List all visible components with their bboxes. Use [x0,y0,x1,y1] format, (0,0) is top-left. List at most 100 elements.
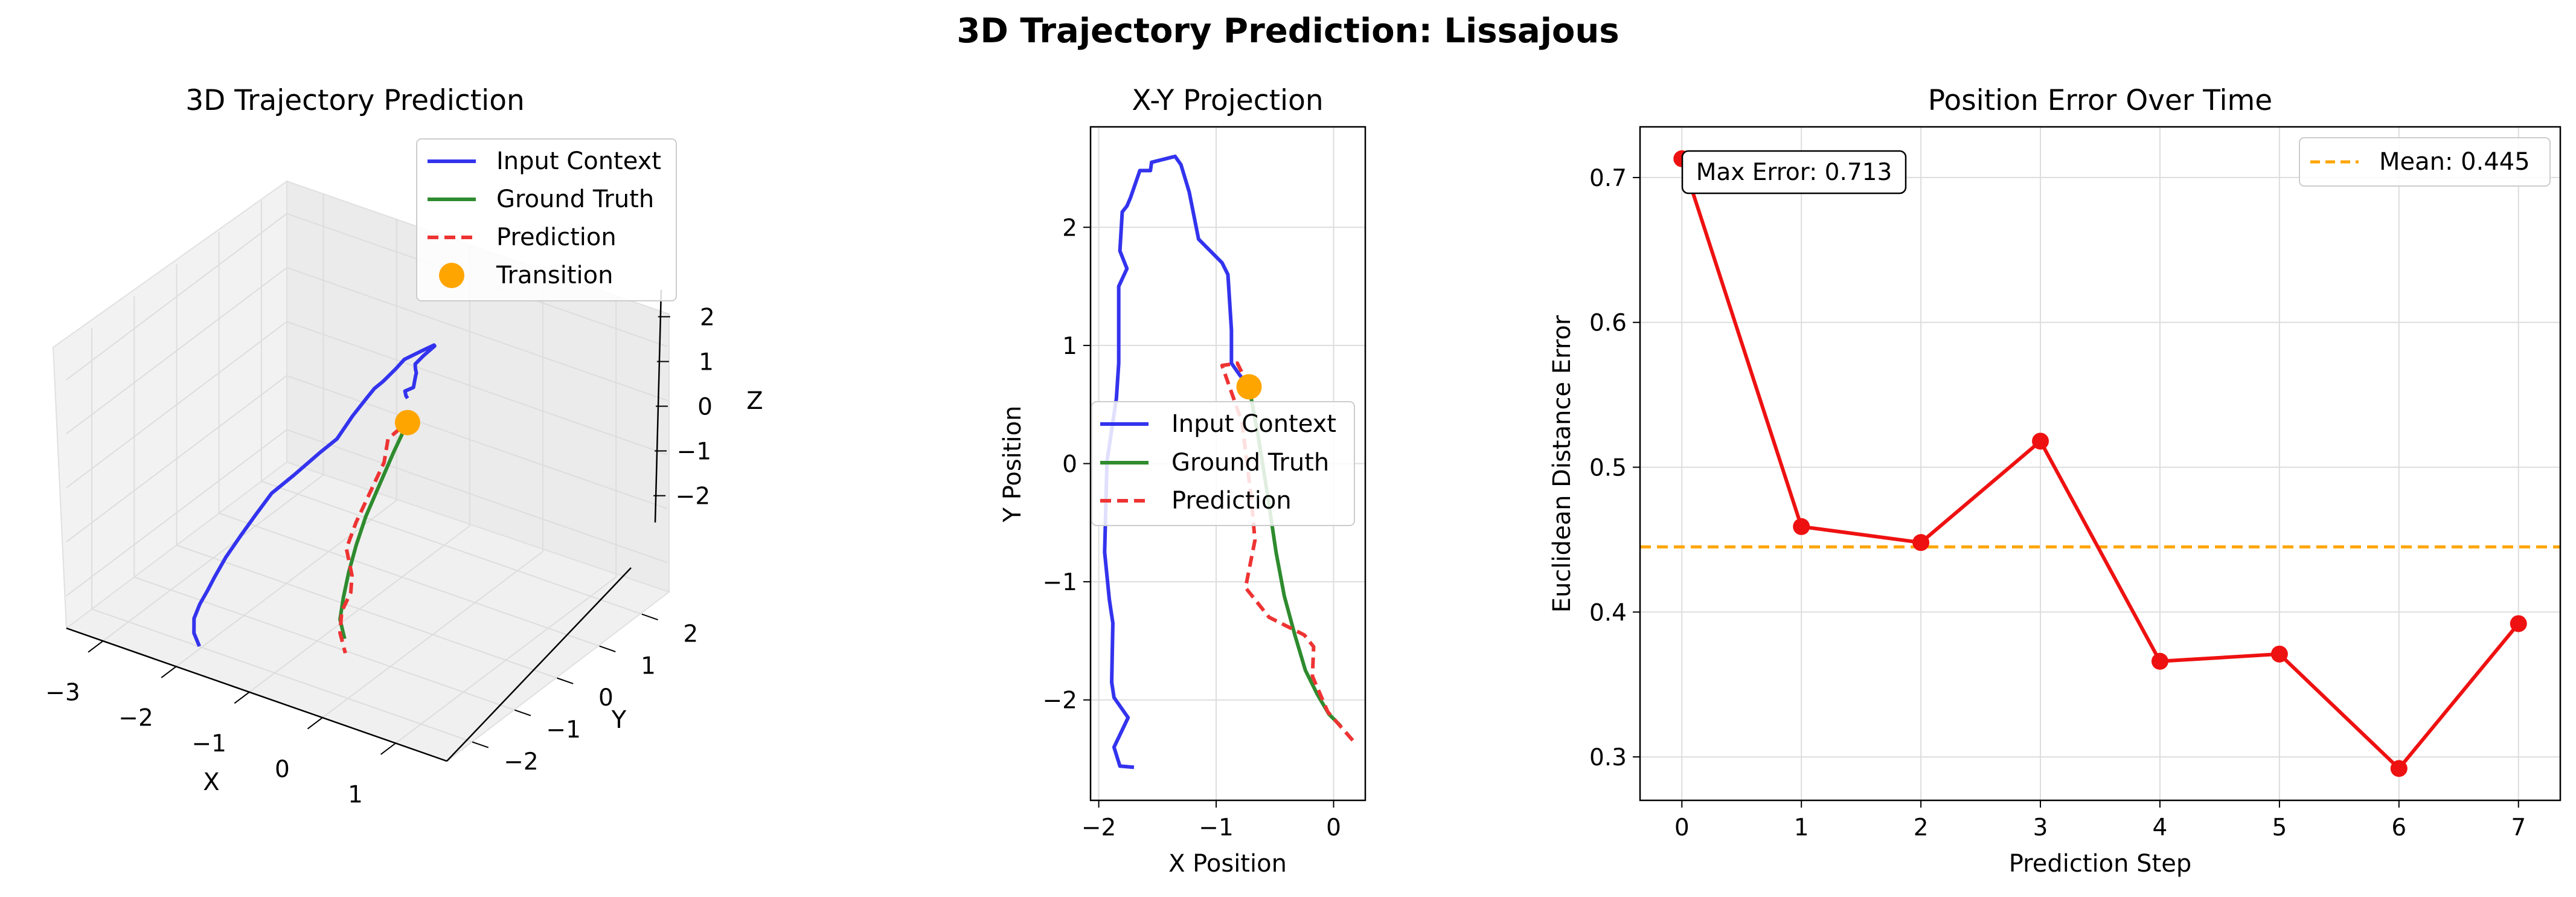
legend-3d-label-prediction: Prediction [496,223,617,251]
grid-line-y-3d [133,296,515,711]
tick-mark-x-3d [88,640,104,653]
data-point-error [2032,432,2049,450]
tick-mark-y-3d [641,613,658,620]
panel-error-title: Position Error Over Time [1928,84,2272,117]
axis-label-y-3d: Y [611,706,627,734]
legend-xy-label-input: Input Context [1171,410,1336,438]
tick-label-x-error: 3 [2033,814,2048,841]
tick-label-x-xy: −1 [1199,814,1234,841]
axis-y-3d [446,567,632,762]
tick-label-x-3d: 0 [275,756,290,783]
series-line-3d-prediction [338,417,412,654]
tick-label-x-3d: −2 [118,705,153,732]
tick-label-y-error: 0.6 [1589,310,1627,337]
grid-error [1640,127,2560,800]
tick-label-x-3d: −3 [45,679,80,706]
legend-xy-label-prediction: Prediction [1171,487,1292,515]
tick-label-y-xy: 0 [1062,451,1077,478]
axis-label-y-xy: Y Position [999,406,1027,523]
tick-label-y-3d: −1 [546,716,581,744]
tick-mark-y-3d [514,709,531,716]
tick-label-y-error: 0.5 [1589,454,1627,481]
tick-label-x-error: 1 [1794,814,1809,841]
tick-label-x-xy: −2 [1081,814,1117,841]
grid-line-y-3d [218,232,600,647]
tick-label-x-error: 0 [1674,814,1690,841]
legend-3d-swatch-transition [439,263,464,288]
series-line-xy-input-context [1103,154,1251,770]
grid-line-z-3d [66,321,668,489]
tick-label-x-error: 5 [2272,814,2287,841]
tick-mark-y-3d [599,645,616,652]
tick-label-z-3d: 2 [700,304,715,331]
tick-label-x-error: 4 [2153,814,2168,841]
tick-mark-x-3d [234,691,250,704]
annotation-max-error: Max Error: 0.713 [1681,150,1907,195]
axis-label-x-3d: X [203,768,219,796]
tick-label-z-3d: −2 [676,483,711,510]
tick-label-y-xy: −2 [1043,687,1078,715]
grid-line-x-3d [395,296,617,744]
tick-label-y-3d: −2 [504,748,539,776]
tick-mark-y-3d [472,741,489,748]
legend-3d-label-transition: Transition [496,262,613,289]
annotation-box [1681,150,1907,195]
axis-label-x-error: Prediction Step [2009,850,2192,878]
ticks-xy: −2 −1 0 −2 −1 0 1 2 [1043,214,1341,841]
tick-label-y-xy: 1 [1062,333,1077,360]
data-point-error [1912,534,1930,551]
plot-area-3d [192,343,437,654]
grid-line-y-3d [176,264,557,679]
grid-line-x-3d [322,271,544,718]
tick-label-x-error: 7 [2511,814,2526,841]
figure-suptitle: 3D Trajectory Prediction: Lissajous [956,11,1619,51]
grid-line-y-3d [91,328,473,743]
grid-3d [66,194,668,744]
tick-mark-x-3d [380,742,396,755]
tick-label-x-error: 2 [1914,814,1929,841]
legend-error: Mean: 0.445 [2299,137,2551,187]
legend-3d: Input Context Ground Truth Prediction Tr… [416,138,677,301]
transition-marker-xy [1236,374,1262,400]
legend-error-box [2299,137,2551,187]
legend-xy-label-truth: Ground Truth [1171,449,1329,477]
grid-line-x-3d [176,219,397,667]
tick-label-y-3d: 2 [683,620,698,648]
series-line-3d-ground-truth [338,422,409,640]
panel-3d-trajectory: 3D Trajectory Prediction −3−2−101−2−1012… [45,84,763,809]
data-point-error [2151,652,2168,670]
panel-xy-projection: X-Y Projection −2 −1 0 −2 −1 0 1 2 X Position Y… [999,84,1366,878]
tick-label-z-3d: 0 [697,394,713,421]
series-line-3d-input-context [192,343,437,647]
panel-3d-title: 3D Trajectory Prediction [185,84,525,117]
transition-marker-3d [394,410,420,436]
axis-x-3d [66,627,447,762]
tick-label-y-xy: 2 [1062,214,1077,242]
data-point-error [2270,645,2288,663]
grid-line-z-3d [66,266,668,434]
grid-line-x-3d [249,245,470,693]
tick-label-x-error: 6 [2391,814,2406,841]
data-point-error [2510,615,2527,632]
frame-error [1639,126,2562,802]
series-line-xy-prediction [1220,361,1355,743]
tick-label-z-3d: 1 [699,349,714,376]
panel-xy-title: X-Y Projection [1132,84,1323,117]
legend-3d-label-input: Input Context [496,147,661,175]
tick-label-y-error: 0.3 [1589,744,1627,771]
tick-label-y-xy: −1 [1043,569,1078,596]
tick-label-x-3d: 1 [348,782,363,809]
ticks-error: 0 1 2 3 4 5 6 7 0.3 0.4 0.5 0.6 0.7 [1589,165,2526,841]
legend-xy-box [1091,401,1355,526]
tick-label-y-error: 0.7 [1589,165,1627,192]
plot-area-error [1640,150,2560,777]
tick-label-y-3d: 1 [641,652,656,680]
axis-label-x-xy: X Position [1168,850,1287,878]
tick-label-x-3d: −1 [191,730,226,757]
grid-line-z-3d [66,375,668,542]
grid-line-x-3d [102,194,324,641]
legend-xy: Input Context Ground Truth Prediction [1091,401,1355,526]
tick-mark-x-3d [161,666,177,678]
data-point-error [2390,760,2408,777]
